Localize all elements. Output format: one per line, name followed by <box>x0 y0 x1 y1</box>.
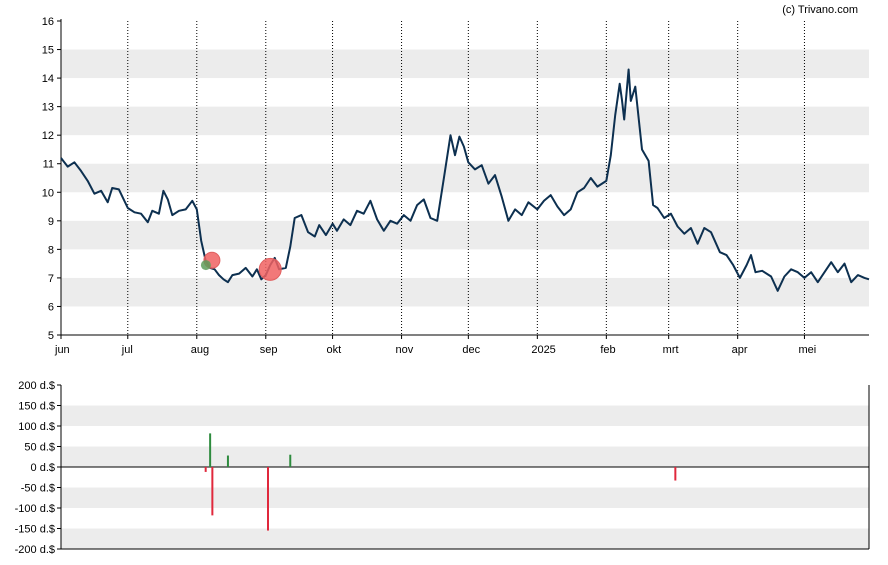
y-tick-label: 7 <box>48 273 54 285</box>
grid-band <box>61 405 869 426</box>
y-tick-label: 15 <box>42 45 54 57</box>
x-tick-label: 2025 <box>531 344 555 356</box>
x-tick-label: apr <box>732 344 748 356</box>
grid-band <box>61 487 869 508</box>
y-tick-label: 14 <box>42 73 54 85</box>
x-tick-label: mrt <box>663 344 679 356</box>
grid-band <box>61 528 869 549</box>
x-tick-label: dec <box>462 344 480 356</box>
x-tick-label: feb <box>600 344 615 356</box>
y-tick-label: -150 d.$ <box>15 524 55 536</box>
y-tick-label: -200 d.$ <box>15 544 55 556</box>
y-tick-label: 5 <box>48 330 54 342</box>
price-panel: jun jul aug sep okt nov dec 2025 feb mrt apr mei 5 6 7… <box>42 16 870 356</box>
y-tick-label: 10 <box>42 187 54 199</box>
x-tick-label: sep <box>260 344 278 356</box>
grid-band <box>61 446 869 467</box>
y-tick-label: -50 d.$ <box>21 483 55 495</box>
grid-band <box>61 106 869 136</box>
y-tick-label: 100 d.$ <box>18 421 55 433</box>
y-tick-label: 9 <box>48 216 54 228</box>
y-tick-label: 0 d.$ <box>31 462 55 474</box>
watermark-text: (c) Trivano.com <box>782 4 858 16</box>
volume-panel: 200 d.$ 150 d.$ 100 d.$ 50 d.$ 0 d.$ -50 d.$ -… <box>15 380 870 556</box>
y-tick-label: 11 <box>43 159 54 171</box>
grid-band <box>61 220 869 250</box>
y-tick-label: -100 d.$ <box>15 503 55 515</box>
price-line <box>60 68 870 292</box>
sell-marker <box>258 257 282 281</box>
x-tick-label: nov <box>396 344 414 356</box>
x-tick-label: mei <box>798 344 816 356</box>
y-tick-label: 12 <box>42 130 54 142</box>
x-tick-label: jul <box>121 344 133 356</box>
grid-band <box>61 277 869 307</box>
y-tick-label: 200 d.$ <box>18 380 55 392</box>
y-tick-label: 50 d.$ <box>24 442 55 454</box>
x-tick-label: aug <box>191 344 209 356</box>
buy-marker <box>200 260 211 271</box>
y-tick-label: 150 d.$ <box>18 401 55 413</box>
x-tick-label: okt <box>327 344 342 356</box>
y-tick-label: 16 <box>42 16 54 28</box>
y-tick-label: 13 <box>42 102 54 114</box>
x-tick-label: jun <box>54 344 70 356</box>
y-tick-label: 8 <box>48 244 54 256</box>
grid-band <box>61 49 869 79</box>
y-tick-label: 6 <box>48 301 54 313</box>
grid-band <box>61 163 869 193</box>
